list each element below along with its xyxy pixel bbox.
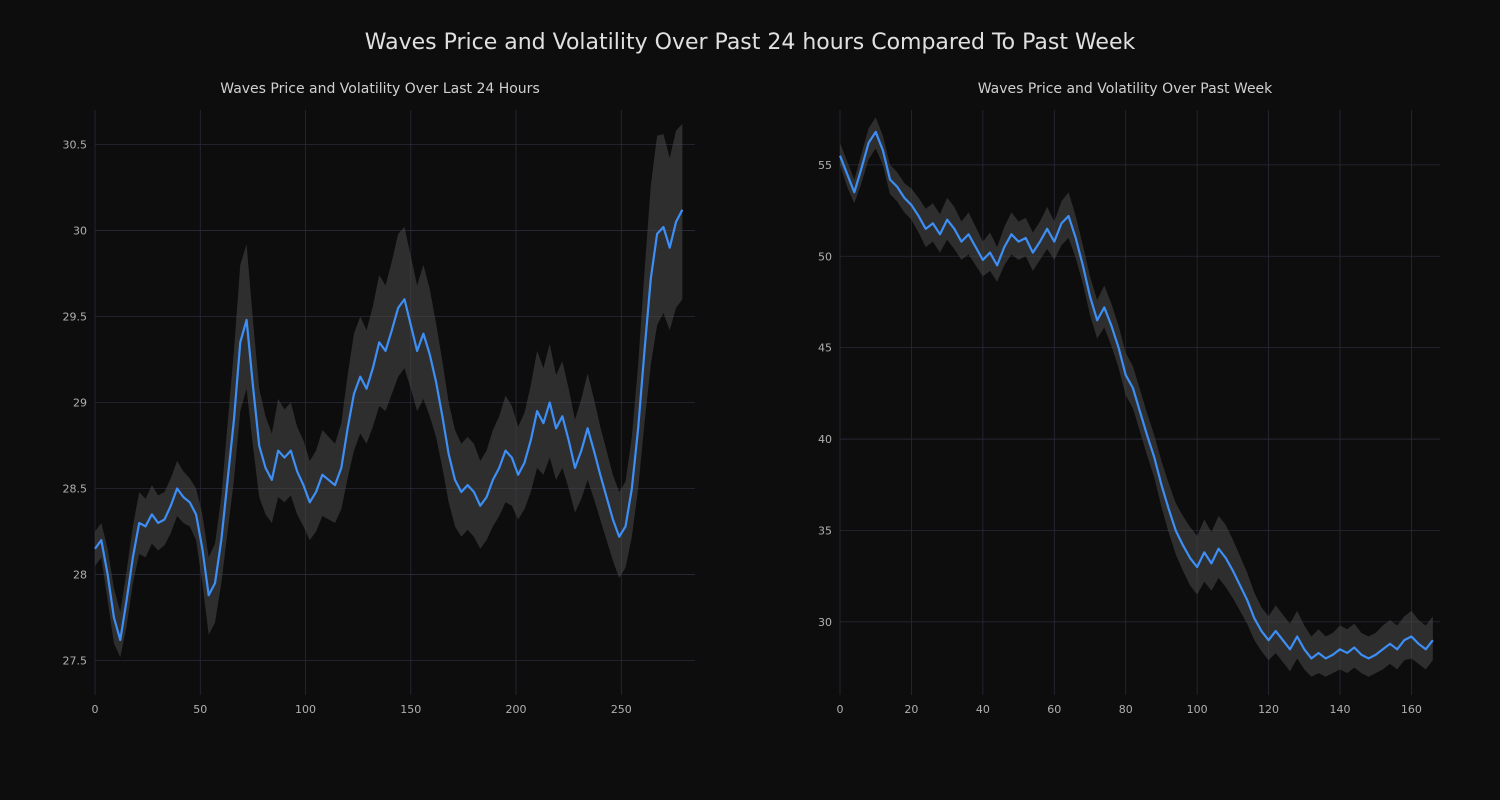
svg-text:50: 50 — [818, 250, 832, 263]
svg-text:29.5: 29.5 — [63, 310, 88, 323]
svg-text:20: 20 — [904, 703, 918, 716]
svg-text:55: 55 — [818, 159, 832, 172]
chart-week-svg: 0 20 40 60 80 100 120 140 160 30 35 40 45 50 55 — [800, 105, 1450, 725]
svg-text:40: 40 — [818, 433, 832, 446]
svg-text:160: 160 — [1401, 703, 1422, 716]
subplot-week-title: Waves Price and Volatility Over Past Wee… — [800, 81, 1450, 97]
svg-text:29: 29 — [73, 397, 87, 410]
svg-text:30: 30 — [818, 616, 832, 629]
svg-text:27.5: 27.5 — [63, 655, 88, 668]
subplot-week: Waves Price and Volatility Over Past Wee… — [800, 105, 1450, 725]
chart-suptitle: Waves Price and Volatility Over Past 24 … — [0, 30, 1500, 55]
svg-text:0: 0 — [837, 703, 844, 716]
svg-text:100: 100 — [295, 703, 316, 716]
svg-text:50: 50 — [193, 703, 207, 716]
chart-24h-svg: 0 50 100 150 200 250 27.5 28 28.5 29 29.5 30 30.5 — [55, 105, 705, 725]
figure: Waves Price and Volatility Over Past 24 … — [0, 0, 1500, 800]
svg-text:35: 35 — [818, 524, 832, 537]
subplot-24h-title: Waves Price and Volatility Over Last 24 … — [55, 81, 705, 97]
svg-text:45: 45 — [818, 342, 832, 355]
svg-text:100: 100 — [1187, 703, 1208, 716]
svg-text:140: 140 — [1330, 703, 1351, 716]
svg-text:250: 250 — [611, 703, 632, 716]
svg-text:30: 30 — [73, 224, 87, 237]
svg-text:150: 150 — [400, 703, 421, 716]
svg-text:60: 60 — [1047, 703, 1061, 716]
svg-text:28.5: 28.5 — [63, 483, 88, 496]
svg-text:120: 120 — [1258, 703, 1279, 716]
svg-text:30.5: 30.5 — [63, 138, 88, 151]
subplot-24h: Waves Price and Volatility Over Last 24 … — [55, 105, 705, 725]
svg-text:0: 0 — [92, 703, 99, 716]
svg-text:28: 28 — [73, 569, 87, 582]
svg-text:80: 80 — [1119, 703, 1133, 716]
svg-text:40: 40 — [976, 703, 990, 716]
svg-text:200: 200 — [506, 703, 527, 716]
